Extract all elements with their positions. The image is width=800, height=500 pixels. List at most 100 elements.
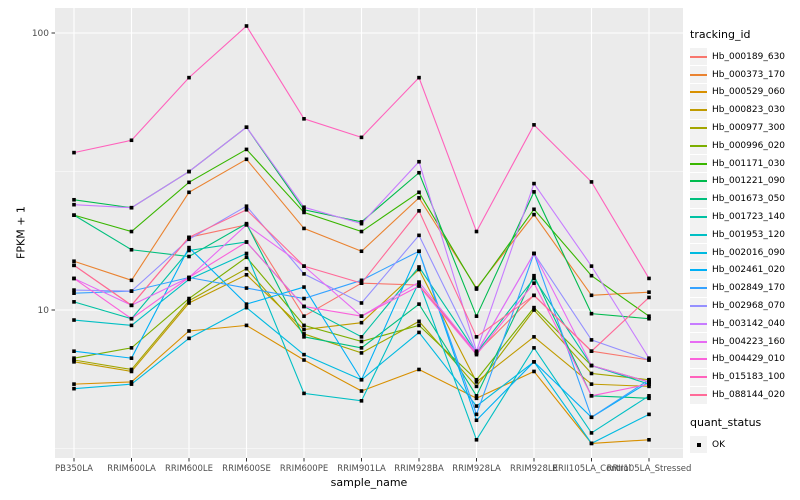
data-point — [359, 399, 364, 403]
quant-ok-label: OK — [712, 439, 725, 450]
x-tick-label: RRIM901LA — [337, 464, 386, 474]
legend-key-icon — [690, 83, 707, 101]
data-point — [302, 327, 306, 332]
legend-key-icon — [690, 155, 707, 173]
legend-entry-label: Hb_002849_170 — [712, 283, 786, 294]
data-point — [244, 147, 249, 152]
data-point — [589, 311, 594, 316]
data-point — [474, 335, 479, 339]
legend-key-icon — [690, 368, 707, 386]
data-point — [474, 396, 479, 401]
data-point — [474, 394, 479, 398]
data-point — [302, 210, 306, 215]
data-point — [359, 229, 364, 234]
data-point — [417, 159, 421, 164]
data-point — [72, 360, 76, 364]
data-point — [647, 380, 651, 384]
legend: tracking_id Hb_000189_630 Hb_000373_170 Hb… — [690, 28, 800, 454]
data-point — [129, 346, 134, 350]
x-tick-label: PB350LA — [55, 464, 93, 474]
data-point — [129, 278, 134, 283]
data-point — [647, 316, 651, 321]
legend-key-icon — [690, 208, 707, 226]
legend-entry-label: Hb_000373_170 — [712, 69, 786, 80]
data-point — [244, 255, 249, 260]
legend-key-icon — [690, 190, 707, 208]
data-point — [72, 356, 76, 360]
data-point — [72, 263, 76, 268]
data-point — [474, 418, 479, 423]
data-point — [359, 281, 364, 285]
data-point — [129, 289, 134, 293]
x-tick-label: RRIM600PE — [280, 464, 328, 474]
data-point — [647, 276, 651, 281]
data-point — [244, 272, 249, 277]
legend-key-icon — [690, 297, 707, 315]
data-point — [359, 278, 364, 283]
data-point — [474, 352, 479, 357]
data-point — [532, 123, 536, 127]
data-point — [359, 346, 364, 350]
data-point — [532, 305, 536, 310]
data-point — [244, 204, 249, 208]
legend-items: Hb_000189_630 Hb_000373_170 Hb_000529_060 H… — [690, 48, 800, 404]
data-point — [589, 382, 594, 386]
data-point — [359, 339, 364, 344]
data-point — [72, 386, 76, 391]
legend-key-icon — [690, 226, 707, 244]
data-point — [417, 330, 421, 335]
data-point — [647, 358, 651, 362]
data-point — [532, 251, 536, 256]
legend-key-icon — [690, 386, 707, 404]
data-point — [72, 276, 76, 281]
data-point — [187, 180, 191, 185]
data-point — [187, 254, 191, 259]
legend-entry-Hb_002016_090: Hb_002016_090 — [690, 244, 800, 262]
data-point — [417, 319, 421, 324]
data-point — [532, 276, 536, 281]
legend-entry-Hb_002968_070: Hb_002968_070 — [690, 297, 800, 315]
data-point — [72, 213, 76, 217]
data-point — [417, 190, 421, 195]
data-point — [302, 205, 306, 210]
data-point — [532, 293, 536, 298]
legend-entry-Hb_001953_120: Hb_001953_120 — [690, 226, 800, 244]
data-point — [647, 295, 651, 300]
data-point — [647, 396, 651, 401]
legend-key-icon — [690, 172, 707, 190]
data-point — [72, 349, 76, 354]
data-point — [589, 415, 594, 420]
data-point — [129, 380, 134, 384]
data-point — [359, 221, 364, 226]
data-point — [72, 197, 76, 202]
data-point — [72, 358, 76, 362]
legend-entry-label: Hb_000977_300 — [712, 123, 786, 134]
data-point — [302, 272, 306, 276]
data-point — [589, 349, 594, 354]
data-point — [244, 266, 249, 271]
legend-key-icon — [690, 333, 707, 351]
data-point — [72, 259, 76, 264]
data-point — [589, 264, 594, 268]
data-point — [129, 205, 134, 210]
legend-entry-label: Hb_002461_020 — [712, 265, 786, 276]
data-point — [532, 281, 536, 285]
x-tick-label: RRII105LA_Stressed — [607, 464, 692, 474]
data-point — [129, 316, 134, 321]
data-point — [244, 305, 249, 310]
data-point — [359, 320, 364, 325]
legend-entry-label: Hb_002016_090 — [712, 247, 786, 258]
data-point — [532, 190, 536, 194]
data-point — [417, 267, 421, 272]
data-point — [244, 240, 249, 244]
legend-entry-label: Hb_000996_020 — [712, 140, 786, 151]
data-point — [474, 377, 479, 382]
legend-entry-Hb_015183_100: Hb_015183_100 — [690, 368, 800, 386]
legend-entry-Hb_000189_630: Hb_000189_630 — [690, 48, 800, 66]
data-point — [129, 247, 134, 252]
data-point — [72, 202, 76, 207]
data-point — [359, 335, 364, 339]
data-point — [129, 356, 134, 360]
legend-key-icon — [690, 137, 707, 155]
